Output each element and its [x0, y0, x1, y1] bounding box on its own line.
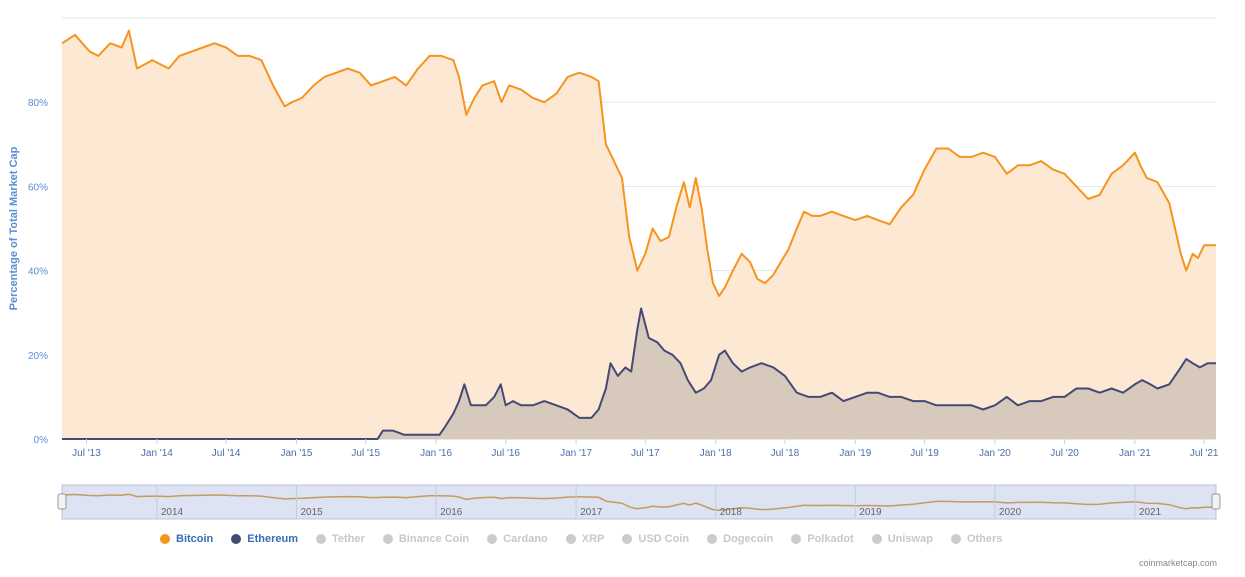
x-tick-label: Jul '13 — [72, 448, 101, 459]
navigator-year-label: 2015 — [300, 507, 323, 518]
legend-item-bitcoin[interactable]: Bitcoin — [160, 533, 213, 545]
legend-dot — [160, 534, 170, 544]
legend-label: XRP — [581, 533, 605, 545]
x-tick-label: Jul '19 — [910, 448, 939, 459]
x-tick-label: Jul '15 — [351, 448, 380, 459]
legend-item-usd-coin[interactable]: USD Coin — [622, 533, 689, 545]
legend-dot — [487, 534, 498, 544]
legend-dot — [382, 534, 393, 544]
navigator-right-handle[interactable] — [1211, 493, 1221, 510]
y-axis-title: Percentage of Total Market Cap — [8, 146, 20, 310]
navigator-year-label: 2019 — [859, 507, 882, 518]
legend-label: Polkadot — [807, 533, 854, 545]
y-tick-label: 0% — [34, 435, 49, 446]
x-tick-label: Jul '21 — [1190, 448, 1219, 459]
legend-dot — [871, 534, 882, 544]
legend-label: Tether — [332, 533, 365, 545]
x-tick-label: Jul '16 — [491, 448, 520, 459]
y-tick-label: 40% — [28, 267, 48, 278]
legend-item-polkadot[interactable]: Polkadot — [791, 533, 854, 545]
navigator-year-label: 2021 — [1139, 507, 1162, 518]
legend-dot — [565, 534, 576, 544]
series-area-ethereum — [62, 308, 1216, 439]
legend-label: Ethereum — [247, 533, 299, 545]
x-tick-label: Jul '18 — [771, 448, 800, 459]
legend-label: Uniswap — [887, 533, 933, 545]
legend-label: Binance Coin — [398, 533, 470, 545]
x-tick-label: Jan '18 — [700, 448, 732, 459]
legend-label: Cardano — [503, 533, 548, 545]
legend-item-dogecoin[interactable]: Dogecoin — [707, 533, 773, 545]
legend-dot — [316, 534, 327, 544]
series-area-bitcoin — [62, 30, 1216, 439]
legend-label: USD Coin — [638, 533, 690, 545]
credits-link[interactable]: coinmarketcap.com — [1138, 558, 1217, 568]
series-line-bitcoin[interactable] — [61, 29, 1216, 297]
legend-dot — [791, 534, 802, 544]
x-tick-label: Jul '14 — [212, 448, 241, 459]
navigator-left-handle[interactable] — [57, 493, 67, 510]
x-tick-label: Jan '17 — [560, 448, 592, 459]
legend-dot — [707, 534, 718, 544]
x-tick-label: Jul '20 — [1050, 448, 1079, 459]
navigator-year-label: 2020 — [999, 507, 1022, 518]
legend-item-cardano[interactable]: Cardano — [487, 533, 548, 545]
legend: Bitcoin Ethereum Tether Binance Coin Cardano… — [160, 533, 1020, 545]
x-tick-label: Jan '16 — [420, 448, 452, 459]
legend-dot — [622, 534, 633, 544]
legend-dot — [231, 534, 242, 544]
navigator-year-label: 2016 — [440, 507, 463, 518]
legend-label: Bitcoin — [176, 533, 214, 545]
x-tick-label: Jan '19 — [839, 448, 871, 459]
legend-label: Others — [966, 533, 1003, 545]
legend-item-ethereum[interactable]: Ethereum — [231, 533, 298, 545]
legend-item-tether[interactable]: Tether — [316, 533, 365, 545]
x-tick-label: Jan '21 — [1119, 448, 1151, 459]
navigator-year-label: 2018 — [720, 507, 743, 518]
x-tick-label: Jan '15 — [281, 448, 313, 459]
y-tick-label: 20% — [28, 351, 48, 362]
legend-item-uniswap[interactable]: Uniswap — [871, 533, 933, 545]
x-tick-label: Jul '17 — [631, 448, 660, 459]
series-line-ethereum[interactable] — [62, 307, 1216, 440]
y-tick-label: 60% — [28, 182, 48, 193]
legend-label: Dogecoin — [723, 533, 774, 545]
x-tick-label: Jan '20 — [979, 448, 1011, 459]
legend-dot — [950, 534, 961, 544]
y-tick-label: 80% — [28, 98, 48, 109]
navigator-year-label: 2017 — [580, 507, 603, 518]
legend-item-xrp[interactable]: XRP — [565, 533, 605, 545]
legend-item-others[interactable]: Others — [950, 533, 1003, 545]
x-tick-label: Jan '14 — [141, 448, 173, 459]
navigator-series-line — [61, 493, 1216, 512]
legend-item-binance-coin[interactable]: Binance Coin — [382, 533, 470, 545]
navigator-year-label: 2014 — [161, 507, 184, 518]
